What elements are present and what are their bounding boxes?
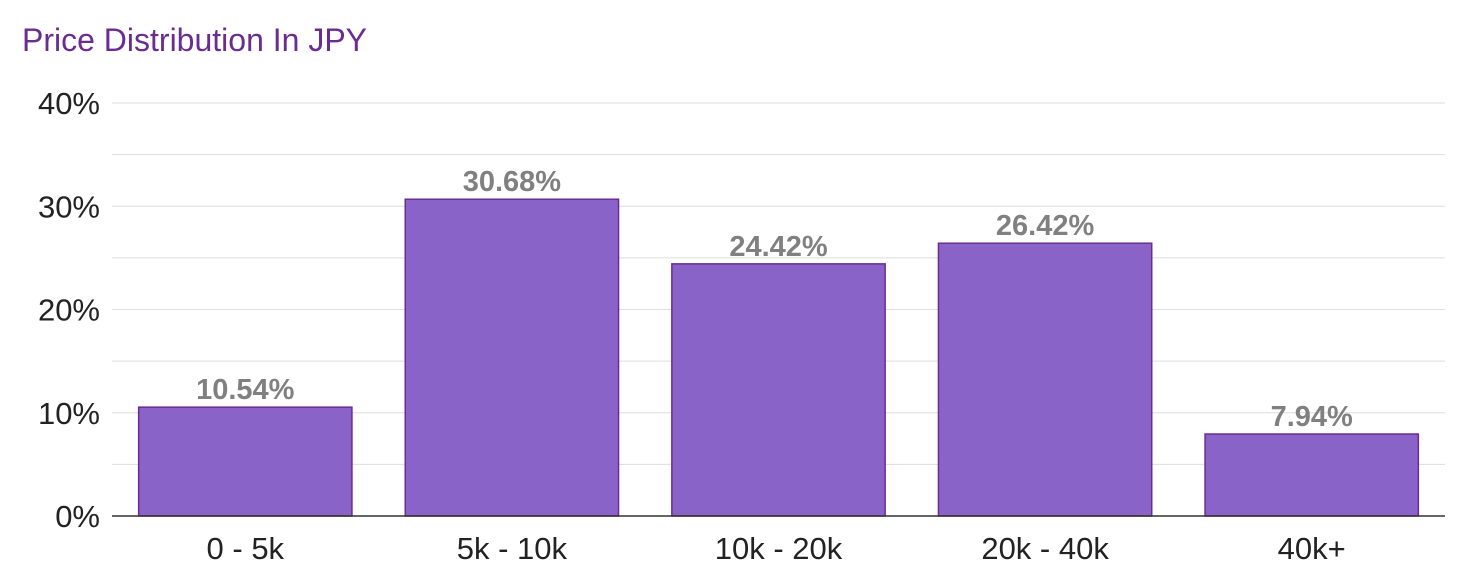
chart-title: Price Distribution In JPY [22, 22, 368, 58]
value-label: 7.94% [1271, 401, 1353, 433]
value-label: 30.68% [463, 166, 562, 198]
y-tick-label: 30% [38, 189, 100, 224]
bar [671, 263, 886, 517]
x-category-label: 10k - 20k [715, 531, 843, 566]
bar [137, 406, 353, 517]
y-tick-label: 0% [55, 499, 100, 534]
y-tick-label: 10% [38, 396, 100, 431]
value-label: 24.42% [729, 231, 828, 263]
x-category-label: 20k - 40k [981, 531, 1109, 566]
value-label: 26.42% [996, 210, 1095, 242]
value-label: 10.54% [196, 374, 295, 406]
y-tick-label: 20% [38, 293, 100, 328]
bar [937, 242, 1153, 517]
y-tick-label: 40% [38, 86, 100, 121]
bar [404, 198, 620, 517]
x-category-label: 5k - 10k [457, 531, 568, 566]
bar [1204, 433, 1420, 517]
x-category-label: 40k+ [1278, 531, 1346, 566]
x-category-label: 0 - 5k [207, 531, 285, 566]
